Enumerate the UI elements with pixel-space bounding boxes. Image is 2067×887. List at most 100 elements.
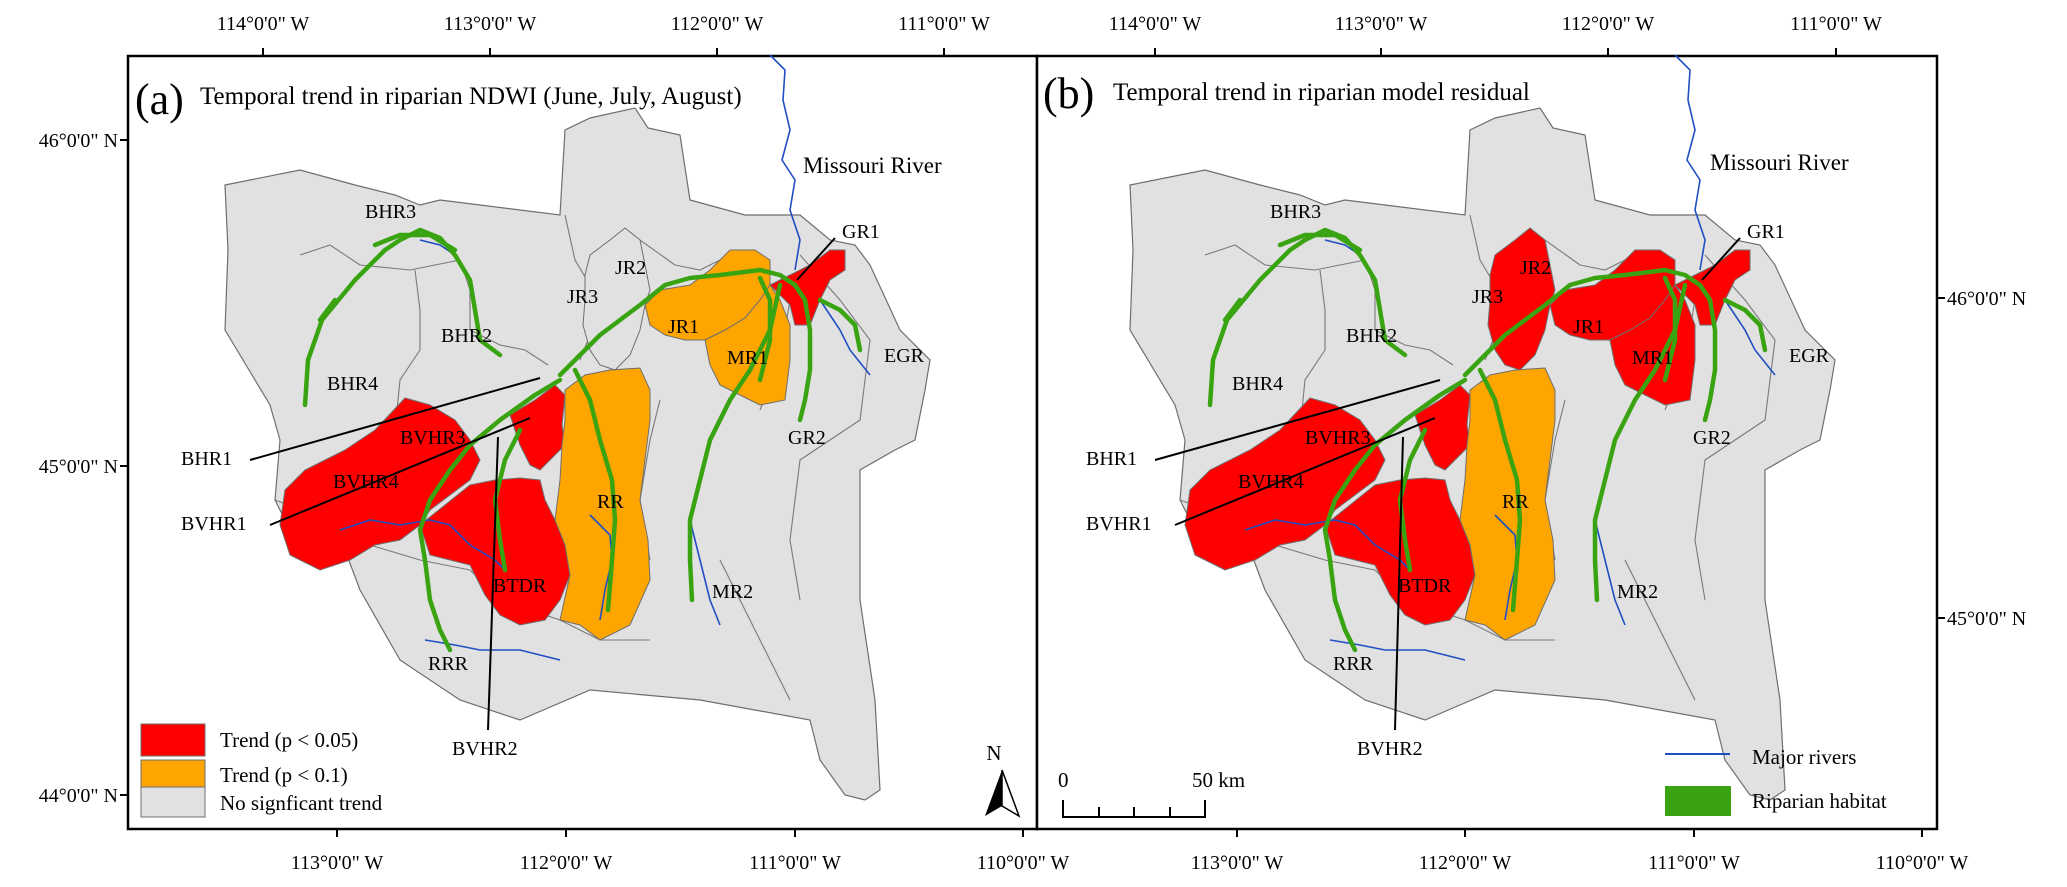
label-bvhr2: BVHR2 — [452, 738, 518, 760]
label-jr1: JR1 — [668, 316, 699, 338]
leader-bvhr2 — [1394, 436, 1404, 731]
label-egr: EGR — [884, 345, 925, 367]
legend-label-rivers: Major rivers — [1752, 745, 1856, 769]
tick-label-left: 45°0'0" N — [39, 456, 118, 478]
label-mr2: MR2 — [1617, 581, 1658, 603]
label-bvhr2: BVHR2 — [1357, 738, 1423, 760]
legend-b: Major rivers Riparian habitat — [1665, 745, 1887, 816]
label-bhr4: BHR4 — [1232, 373, 1283, 395]
tick-label-bottom: 111°0'0" W — [749, 852, 841, 874]
tick-label-bottom: 110°0'0" W — [1876, 852, 1969, 874]
label-jr3: JR3 — [567, 286, 598, 308]
label-btdr: BTDR — [1398, 575, 1452, 597]
tick-label-top: 114°0'0" W — [217, 13, 310, 35]
tick-label-bottom: 111°0'0" W — [1648, 852, 1740, 874]
panel-b-labels: BHR3 BHR2 BHR4 JR3 JR2 JR1 MR1 GR1 EGR G… — [1086, 150, 1849, 760]
watershed-gr1 — [1674, 249, 1751, 326]
label-bvhr1: BVHR1 — [1086, 513, 1152, 535]
tick-label-top: 112°0'0" W — [671, 13, 764, 35]
panel-b-title: Temporal trend in riparian model residua… — [1113, 79, 1530, 106]
watershed-rr — [554, 367, 651, 641]
label-jr2: JR2 — [615, 257, 646, 279]
leader-bhr1 — [1154, 379, 1441, 461]
label-rr: RR — [597, 491, 624, 513]
tick-label-bottom: 113°0'0" W — [1191, 852, 1284, 874]
tick-label-bottom: 112°0'0" W — [1419, 852, 1512, 874]
panel-a-labels: BHR3 BHR2 BHR4 JR3 JR2 JR1 MR1 GR1 EGR G… — [181, 153, 942, 760]
label-mr1: MR1 — [727, 347, 768, 369]
panel-b-letter: (b) — [1043, 69, 1094, 118]
north-arrow: N — [985, 741, 1021, 818]
label-mr2: MR2 — [712, 581, 753, 603]
panel-a-letter: (a) — [135, 75, 184, 124]
north-arrow-right — [1001, 769, 1021, 818]
panel-a-title: Temporal trend in riparian NDWI (June, J… — [200, 83, 742, 110]
tick-label-top: 112°0'0" W — [1562, 13, 1655, 35]
watershed-bvhr — [1184, 397, 1386, 571]
label-bhr3: BHR3 — [1270, 201, 1321, 223]
tick-label-top: 113°0'0" W — [1335, 13, 1428, 35]
label-missouri-river: Missouri River — [803, 153, 942, 178]
label-jr2: JR2 — [1520, 257, 1551, 279]
tick-label-top: 113°0'0" W — [444, 13, 537, 35]
scalebar: 0 50 km — [1058, 768, 1245, 818]
panel-a-map — [224, 54, 931, 801]
tick-label-left: 46°0'0" N — [39, 130, 118, 152]
label-bvhr4: BVHR4 — [1238, 471, 1304, 493]
label-gr2: GR2 — [788, 427, 826, 449]
label-bhr1: BHR1 — [181, 448, 232, 470]
label-bvhr3: BVHR3 — [400, 427, 466, 449]
label-bvhr1: BVHR1 — [181, 513, 247, 535]
label-bhr2: BHR2 — [1346, 325, 1397, 347]
tick-label-bottom: 112°0'0" W — [520, 852, 613, 874]
legend-swatch-riparian — [1665, 786, 1731, 816]
label-bhr3: BHR3 — [365, 201, 416, 223]
tick-label-top: 111°0'0" W — [898, 13, 990, 35]
label-gr2: GR2 — [1693, 427, 1731, 449]
label-rrr: RRR — [1333, 653, 1374, 675]
label-rrr: RRR — [428, 653, 469, 675]
tick-label-top: 111°0'0" W — [1790, 13, 1882, 35]
leader-bvhr2 — [487, 436, 499, 731]
label-missouri-river: Missouri River — [1710, 150, 1849, 175]
scalebar-bar — [1062, 800, 1206, 818]
tick-label-bottom: 110°0'0" W — [977, 852, 1070, 874]
tick-label-right: 46°0'0" N — [1947, 288, 2026, 310]
leader-bhr1 — [249, 377, 541, 461]
scalebar-end: 50 km — [1192, 768, 1245, 792]
label-bvhr4: BVHR4 — [333, 471, 399, 493]
legend-a: Trend (p < 0.05) Trend (p < 0.1) No sign… — [140, 723, 383, 818]
leader-gr1 — [796, 237, 836, 281]
watershed-bvhr — [279, 397, 481, 571]
tick-label-bottom: 113°0'0" W — [291, 852, 384, 874]
tick-label-right: 45°0'0" N — [1947, 608, 2026, 630]
label-bvhr3: BVHR3 — [1305, 427, 1371, 449]
watershed-gr1 — [769, 249, 846, 326]
legend-label-none: No signficant trend — [220, 791, 383, 815]
leader-gr1 — [1701, 237, 1741, 281]
tick-label-left: 44°0'0" N — [39, 785, 118, 807]
label-bhr1: BHR1 — [1086, 448, 1137, 470]
label-jr3: JR3 — [1472, 286, 1503, 308]
graticule-ticks: 114°0'0" W 113°0'0" W 112°0'0" W 111°0'0" W… — [39, 13, 2026, 874]
scalebar-start: 0 — [1058, 768, 1069, 792]
leader-bvhr1 — [1174, 417, 1436, 526]
legend-label-p01: Trend (p < 0.1) — [220, 763, 348, 787]
label-rr: RR — [1502, 491, 1529, 513]
legend-label-riparian: Riparian habitat — [1752, 789, 1887, 813]
label-egr: EGR — [1789, 345, 1830, 367]
legend-swatch-p005 — [140, 723, 206, 757]
label-bhr2: BHR2 — [441, 325, 492, 347]
label-bhr4: BHR4 — [327, 373, 378, 395]
label-jr1: JR1 — [1573, 316, 1604, 338]
legend-label-p005: Trend (p < 0.05) — [220, 728, 358, 752]
label-gr1: GR1 — [842, 221, 880, 243]
legend-swatch-none — [140, 786, 206, 818]
label-btdr: BTDR — [493, 575, 547, 597]
watershed-rr — [1459, 367, 1556, 641]
north-arrow-left — [985, 770, 1002, 816]
north-label: N — [986, 741, 1001, 765]
label-mr1: MR1 — [1632, 347, 1673, 369]
leader-bvhr1 — [269, 417, 531, 526]
tick-label-top: 114°0'0" W — [1109, 13, 1202, 35]
